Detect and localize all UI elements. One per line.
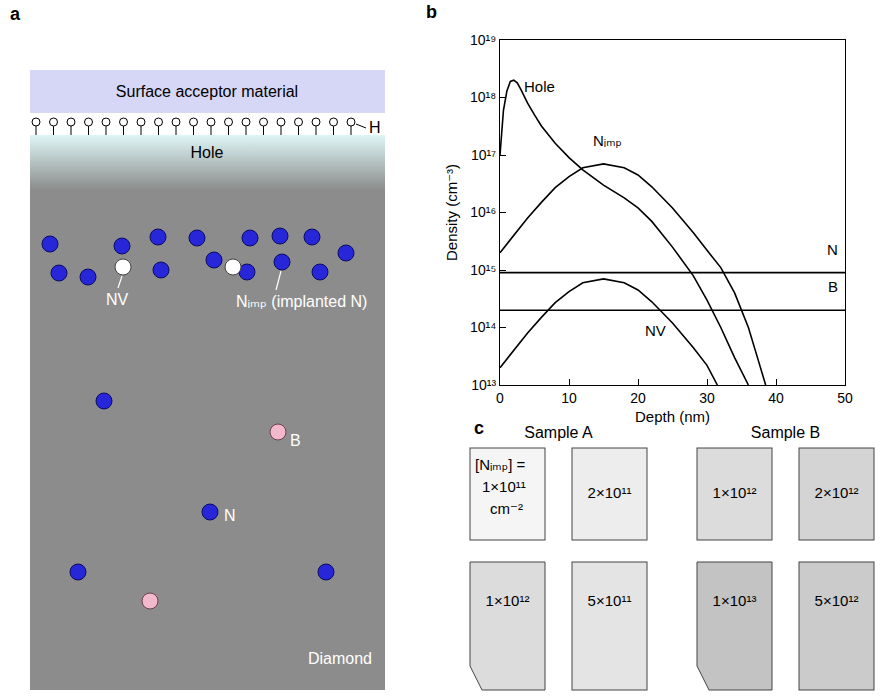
svg-text:[Nᵢₘₚ] =: [Nᵢₘₚ] =	[475, 456, 525, 473]
svg-text:cm⁻²: cm⁻²	[490, 500, 523, 517]
svg-text:10¹⁵: 10¹⁵	[470, 262, 496, 278]
svg-text:NV: NV	[645, 322, 666, 339]
svg-text:30: 30	[699, 390, 715, 406]
svg-text:10¹⁶: 10¹⁶	[470, 204, 496, 220]
svg-text:10: 10	[561, 390, 577, 406]
svg-text:10¹⁹: 10¹⁹	[470, 32, 496, 48]
svg-text:a: a	[10, 4, 21, 24]
svg-text:Sample B: Sample B	[751, 424, 820, 441]
svg-text:0: 0	[496, 390, 504, 406]
svg-text:50: 50	[837, 390, 853, 406]
svg-text:10¹⁴: 10¹⁴	[470, 319, 496, 335]
html-text:b: b	[426, 2, 437, 22]
svg-text:Nᵢₘₚ (implanted N): Nᵢₘₚ (implanted N)	[236, 293, 367, 310]
svg-text:10¹³: 10¹³	[471, 377, 496, 393]
svg-text:H: H	[369, 119, 381, 136]
svg-text:N: N	[827, 241, 838, 258]
svg-text:1×10¹²: 1×10¹²	[713, 484, 757, 501]
svg-text:Hole: Hole	[524, 78, 555, 95]
svg-text:B: B	[828, 278, 838, 295]
svg-text:Depth (nm): Depth (nm)	[635, 408, 710, 425]
svg-text:2×10¹²: 2×10¹²	[815, 484, 859, 501]
svg-text:40: 40	[768, 390, 784, 406]
svg-text:Diamond: Diamond	[308, 650, 372, 667]
svg-text:N: N	[224, 507, 236, 524]
svg-text:1×10¹³: 1×10¹³	[713, 592, 757, 609]
svg-text:Nᵢₘₚ: Nᵢₘₚ	[593, 132, 622, 149]
svg-text:5×10¹²: 5×10¹²	[815, 592, 859, 609]
svg-text:B: B	[290, 432, 301, 449]
svg-text:1×10¹¹: 1×10¹¹	[482, 478, 526, 495]
svg-text:Surface acceptor material: Surface acceptor material	[116, 83, 298, 100]
svg-text:10¹⁸: 10¹⁸	[470, 89, 496, 105]
svg-text:20: 20	[630, 390, 646, 406]
svg-text:Sample A: Sample A	[524, 424, 593, 441]
svg-text:NV: NV	[106, 291, 129, 308]
svg-text:Density (cm⁻³): Density (cm⁻³)	[443, 164, 460, 261]
svg-text:Hole: Hole	[191, 144, 224, 161]
svg-text:10¹⁷: 10¹⁷	[471, 147, 496, 163]
svg-text:5×10¹¹: 5×10¹¹	[588, 592, 632, 609]
svg-text:1×10¹²: 1×10¹²	[486, 592, 530, 609]
svg-text:c: c	[474, 418, 484, 438]
svg-text:2×10¹¹: 2×10¹¹	[588, 484, 632, 501]
